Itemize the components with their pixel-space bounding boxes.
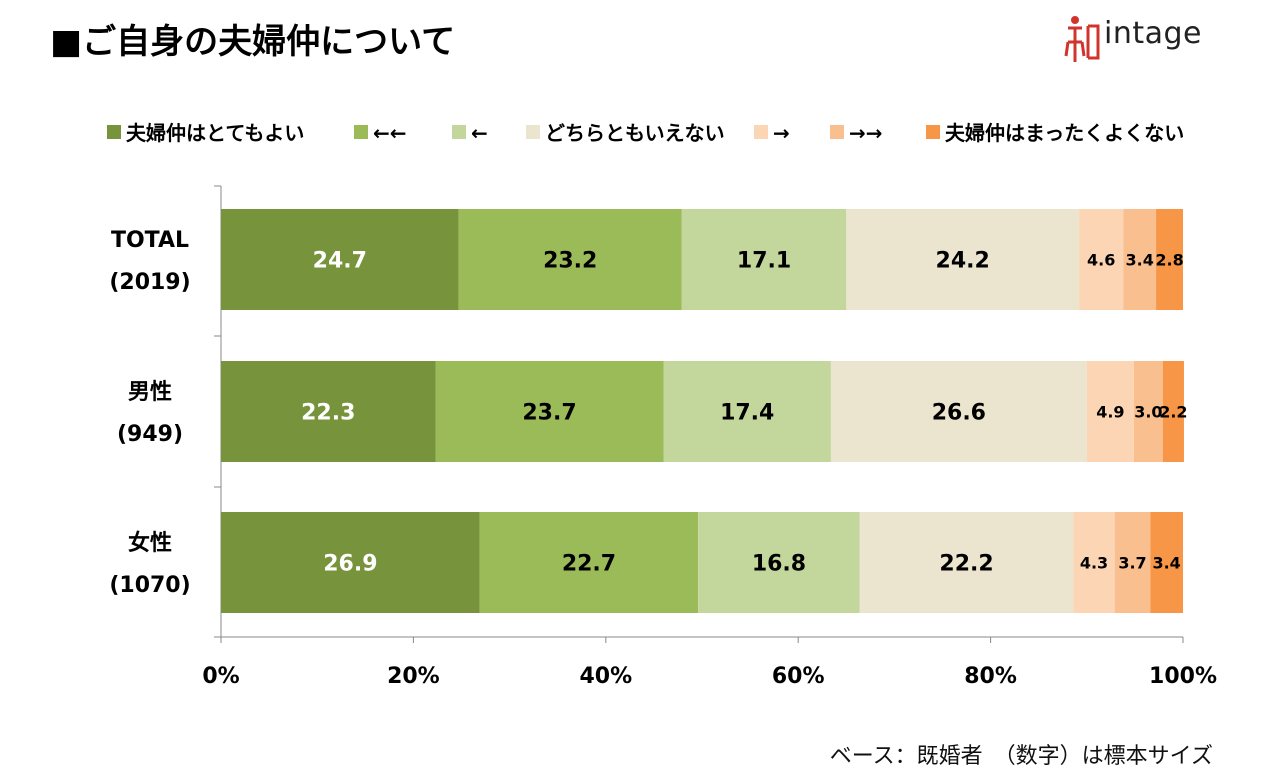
category-sample-size: (1070) xyxy=(109,573,190,598)
category-label: TOTAL xyxy=(111,228,189,253)
data-label: 24.2 xyxy=(936,249,990,274)
bar-segment xyxy=(1123,209,1157,310)
x-tick-label: 0% xyxy=(202,664,239,689)
legend-label: 夫婦仲はまったくよくない xyxy=(945,121,1184,145)
data-label: 4.6 xyxy=(1087,251,1115,270)
bar-segment xyxy=(663,361,831,462)
category-label: 男性 xyxy=(128,380,172,405)
category-label: 女性 xyxy=(128,530,172,556)
intage-logo: intage xyxy=(1062,12,1222,68)
x-tick-label: 40% xyxy=(579,664,632,689)
legend-label: どちらともいえない xyxy=(545,121,725,145)
legend-swatch xyxy=(452,125,466,139)
bar-segment xyxy=(221,512,480,613)
page-title: ■ご自身の夫婦仲について xyxy=(50,22,456,62)
legend-label: ← xyxy=(471,121,488,145)
data-label: 3.7 xyxy=(1118,554,1146,573)
data-label: 26.9 xyxy=(323,552,377,577)
bar-segment xyxy=(1133,361,1163,462)
bar-segment xyxy=(1156,209,1183,310)
data-label: 3.4 xyxy=(1152,554,1180,573)
bar-segment xyxy=(846,209,1080,310)
data-label: 22.2 xyxy=(939,552,993,577)
bar-segment xyxy=(681,209,847,310)
intage-logo-icon xyxy=(1064,16,1100,62)
data-label: 17.4 xyxy=(720,401,774,426)
bar-segment xyxy=(1162,361,1184,462)
data-label: 17.1 xyxy=(737,249,791,274)
footnote: ベース：既婚者 （数字）は標本サイズ xyxy=(829,744,1213,769)
bar-segment xyxy=(830,361,1087,462)
data-label: 22.3 xyxy=(301,401,355,426)
data-label: 23.2 xyxy=(543,249,597,274)
legend-label: → xyxy=(773,121,790,145)
bar-segment xyxy=(1150,512,1183,613)
bar-segment xyxy=(458,209,682,310)
bar-segment xyxy=(1079,209,1124,310)
bar-segment xyxy=(859,512,1074,613)
data-label: 22.7 xyxy=(562,552,616,577)
bar-segment xyxy=(1114,512,1151,613)
data-label: 3.4 xyxy=(1126,251,1154,270)
legend-swatch xyxy=(830,125,844,139)
bar-segment xyxy=(435,361,664,462)
x-tick-label: 100% xyxy=(1149,664,1217,689)
bar-segment xyxy=(479,512,699,613)
data-label: 24.7 xyxy=(313,249,367,274)
legend-label: 夫婦仲はとてもよい xyxy=(126,121,304,145)
data-label: 4.3 xyxy=(1080,554,1108,573)
legend-swatch xyxy=(926,125,940,139)
data-label: 2.2 xyxy=(1159,403,1187,422)
x-tick-label: 80% xyxy=(964,664,1017,689)
legend-swatch xyxy=(354,125,368,139)
data-label: 2.8 xyxy=(1155,251,1183,270)
legend-swatch xyxy=(107,125,121,139)
legend-label: ←← xyxy=(373,121,407,145)
data-label: 4.9 xyxy=(1096,403,1124,422)
bar-segment xyxy=(221,209,459,310)
data-label: 26.6 xyxy=(932,401,986,426)
data-label: 3.0 xyxy=(1134,403,1162,422)
category-sample-size: (949) xyxy=(117,422,183,447)
bar-segment xyxy=(1073,512,1115,613)
bar-segment xyxy=(221,361,436,462)
legend-swatch xyxy=(526,125,540,139)
logo-text: intage xyxy=(1104,16,1202,51)
legend-swatch xyxy=(754,125,768,139)
category-sample-size: (2019) xyxy=(109,270,190,295)
bar-segment xyxy=(698,512,860,613)
legend-label: →→ xyxy=(849,121,883,145)
x-tick-label: 60% xyxy=(772,664,825,689)
bar-segment xyxy=(1086,361,1134,462)
data-label: 16.8 xyxy=(752,552,806,577)
data-label: 23.7 xyxy=(522,401,576,426)
x-tick-label: 20% xyxy=(387,664,440,689)
